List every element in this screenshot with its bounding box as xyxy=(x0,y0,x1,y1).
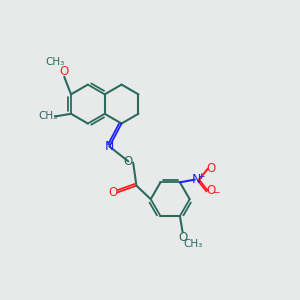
Text: O: O xyxy=(206,162,216,175)
Text: CH₃: CH₃ xyxy=(183,238,202,249)
Text: O: O xyxy=(206,184,216,197)
Text: O: O xyxy=(178,231,187,244)
Text: N: N xyxy=(105,140,114,153)
Text: O: O xyxy=(108,186,117,199)
Text: +: + xyxy=(197,172,205,181)
Text: −: − xyxy=(212,188,220,198)
Text: O: O xyxy=(60,65,69,78)
Text: CH₃: CH₃ xyxy=(38,112,58,122)
Text: O: O xyxy=(124,155,133,168)
Text: CH₃: CH₃ xyxy=(45,57,64,67)
Text: N: N xyxy=(192,172,201,186)
